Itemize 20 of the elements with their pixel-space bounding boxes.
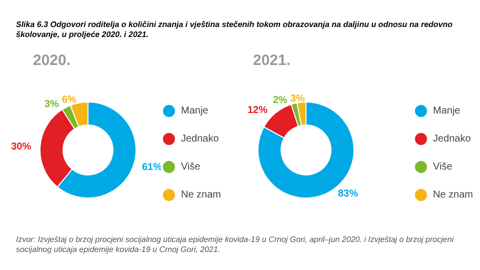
- legend-label: Manje: [180, 106, 209, 116]
- legend-label: Jednako: [432, 134, 472, 144]
- legend-label: Jednako: [180, 134, 220, 144]
- data-label: 6%: [62, 94, 76, 106]
- chart-title: 2020.: [33, 52, 71, 69]
- legend-label: Više: [180, 162, 201, 172]
- legend-label: Manje: [432, 106, 461, 116]
- data-label: 3%: [290, 94, 305, 105]
- data-label: 12%: [247, 105, 268, 116]
- legend-label: Više: [432, 162, 453, 172]
- text: Izvor: Izvještaj o brzoj procjeni socijalnog uticaja epidemije kovida-19 u Crnoj Gori, april–jun 2020. i Izvještaj o brzoj procjeni socijalnog uticaja epidemije kovida-19 u Crnoj Gori, 2021.: [16, 235, 455, 255]
- legend-label: Ne znam: [432, 190, 473, 200]
- data-label: 61%: [142, 162, 162, 173]
- data-label: 30%: [11, 141, 32, 152]
- text: Slika 6.3 Odgovori roditelja o količini znanja i vještina stečenih tokom obrazovanja na daljinu u odnosu na redovno školovanje, u proljeće 2020. i 2021.: [16, 20, 454, 40]
- chart-title: 2021.: [253, 52, 291, 69]
- legend-label: Ne znam: [180, 190, 221, 200]
- data-label: 3%: [44, 99, 59, 110]
- data-label: 83%: [338, 188, 358, 200]
- data-label: 2%: [272, 95, 288, 106]
